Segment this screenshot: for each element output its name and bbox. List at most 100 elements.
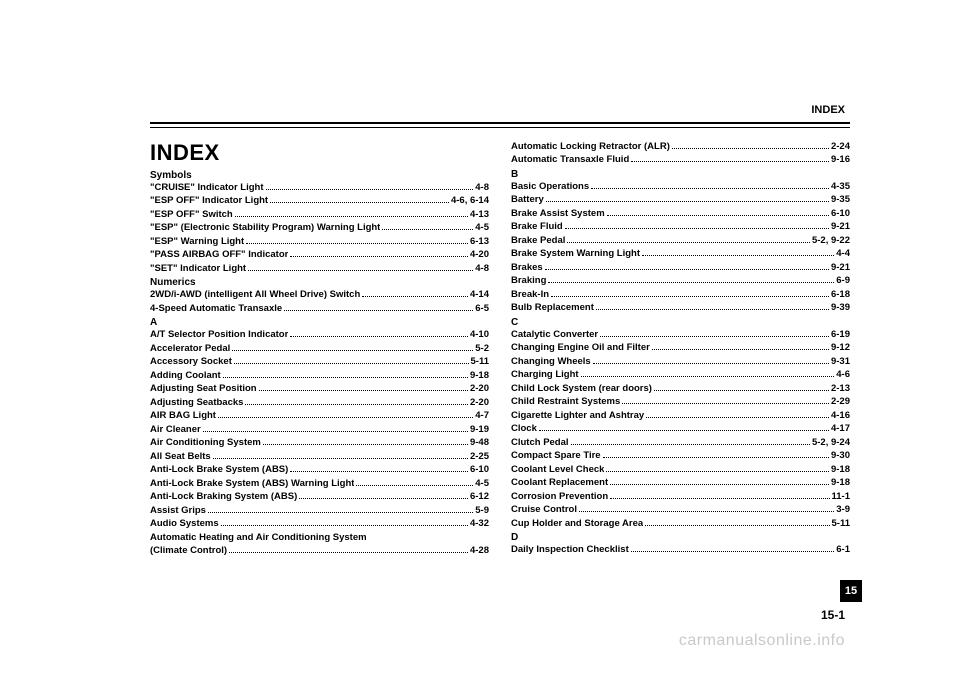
column-left: INDEX Symbols"CRUISE" Indicator Light4-8… [150, 140, 489, 618]
index-entry: Clock4-17 [511, 422, 850, 435]
entry-pages: 4-16 [831, 409, 850, 422]
leader-dots [382, 229, 473, 230]
leader-dots [203, 431, 468, 432]
index-entry: "ESP OFF" Switch4-13 [150, 208, 489, 221]
entry-pages: 4-28 [470, 544, 489, 557]
entry-label: "PASS AIRBAG OFF" Indicator [150, 248, 288, 261]
entry-pages: 9-18 [831, 463, 850, 476]
entry-pages: 2-25 [470, 450, 489, 463]
index-entry: Cruise Control3-9 [511, 503, 850, 516]
index-entry: Daily Inspection Checklist6-1 [511, 543, 850, 556]
entry-pages: 9-18 [831, 476, 850, 489]
index-entry: "ESP OFF" Indicator Light 4-6, 6-14 [150, 194, 489, 207]
entry-label: Compact Spare Tire [511, 449, 601, 462]
entry-label: Adding Coolant [150, 369, 221, 382]
entry-label: Coolant Level Check [511, 463, 604, 476]
entry-label: Brake System Warning Light [511, 247, 640, 260]
index-entry: Coolant Level Check 9-18 [511, 463, 850, 476]
entry-label: "ESP" Warning Light [150, 235, 244, 248]
index-entry: Brakes9-21 [511, 261, 850, 274]
entry-pages: 6-1 [836, 543, 850, 556]
index-entry: AIR BAG Light4-7 [150, 409, 489, 422]
entry-label: (Climate Control) [150, 544, 227, 557]
leader-dots [221, 525, 468, 526]
index-entry: Brake System Warning Light 4-4 [511, 247, 850, 260]
entry-pages: 2-29 [831, 395, 850, 408]
leader-dots [607, 215, 829, 216]
index-entry: Compact Spare Tire9-30 [511, 449, 850, 462]
entry-pages: 5-9 [475, 504, 489, 517]
top-rule [150, 122, 850, 128]
entry-label: Brake Pedal [511, 234, 565, 247]
index-entry: Adjusting Seatbacks2-20 [150, 396, 489, 409]
entry-label: Child Restraint Systems [511, 395, 620, 408]
index-entry: Clutch Pedal5-2, 9-24 [511, 436, 850, 449]
entry-label: Battery [511, 193, 544, 206]
entry-label: Break-In [511, 288, 549, 301]
entry-pages: 4-35 [831, 180, 850, 193]
entry-pages: 9-19 [470, 423, 489, 436]
leader-dots [235, 216, 468, 217]
leader-dots [259, 390, 468, 391]
leader-dots [246, 243, 468, 244]
entry-label: Catalytic Converter [511, 328, 598, 341]
index-entry: Automatic Locking Retractor (ALR)2-24 [511, 140, 850, 153]
leader-dots [622, 403, 829, 404]
entry-label: Cup Holder and Storage Area [511, 517, 643, 530]
entry-pages: 6-19 [831, 328, 850, 341]
section-heading: Numerics [150, 277, 489, 288]
leader-dots [299, 498, 468, 499]
index-entry: Brake Fluid9-21 [511, 220, 850, 233]
entry-label: Cigarette Lighter and Ashtray [511, 409, 644, 422]
column-right: Automatic Locking Retractor (ALR)2-24Aut… [511, 140, 850, 618]
index-entry: "SET" Indicator Light4-8 [150, 262, 489, 275]
entry-label: "ESP OFF" Indicator Light [150, 194, 268, 207]
entry-pages: 11-1 [832, 490, 851, 503]
index-entry: Brake Assist System6-10 [511, 207, 850, 220]
entry-pages: 5-2, 9-22 [812, 234, 850, 247]
entry-pages: 6-18 [831, 288, 850, 301]
entry-label: A/T Selector Position Indicator [150, 328, 288, 341]
entry-pages: 3-9 [836, 503, 850, 516]
entry-pages: 4-14 [470, 288, 489, 301]
entry-pages: 2-20 [470, 396, 489, 409]
entry-label: Child Lock System (rear doors) [511, 382, 652, 395]
leader-dots [610, 498, 829, 499]
leader-dots [631, 551, 835, 552]
section-heading: C [511, 317, 850, 328]
leader-dots [631, 161, 829, 162]
entry-label: Automatic Locking Retractor (ALR) [511, 140, 670, 153]
index-entry: Anti-Lock Brake System (ABS)6-10 [150, 463, 489, 476]
entry-label: Automatic Heating and Air Conditioning S… [150, 531, 489, 544]
index-title: INDEX [150, 140, 489, 166]
index-entry: Assist Grips5-9 [150, 504, 489, 517]
section-heading: B [511, 169, 850, 180]
section-heading: D [511, 532, 850, 543]
leader-dots [672, 148, 829, 149]
index-entry: "PASS AIRBAG OFF" Indicator4-20 [150, 248, 489, 261]
entry-label: Adjusting Seat Position [150, 382, 257, 395]
leader-dots [290, 256, 468, 257]
entry-label: "CRUISE" Indicator Light [150, 181, 264, 194]
leader-dots [652, 349, 829, 350]
leader-dots [551, 296, 829, 297]
index-entry: A/T Selector Position Indicator4-10 [150, 328, 489, 341]
entry-pages: 5-11 [471, 355, 490, 368]
entry-pages: 4-6 [836, 368, 850, 381]
entry-label: "SET" Indicator Light [150, 262, 246, 275]
entry-pages: 6-10 [470, 463, 489, 476]
leader-dots [603, 457, 829, 458]
entry-pages: 4-4 [836, 247, 850, 260]
entry-label: Clock [511, 422, 537, 435]
index-entry: Basic Operations4-35 [511, 180, 850, 193]
entry-label: Coolant Replacement [511, 476, 608, 489]
leader-dots [270, 202, 449, 203]
index-entry: Corrosion Prevention11-1 [511, 490, 850, 503]
entry-label: 4-Speed Automatic Transaxle [150, 302, 282, 315]
entry-label: Brakes [511, 261, 543, 274]
entry-pages: 6-5 [475, 302, 489, 315]
index-entry: Child Lock System (rear doors)2-13 [511, 382, 850, 395]
index-entry: "ESP" (Electronic Stability Program) War… [150, 221, 489, 234]
entry-pages: 4-6, 6-14 [451, 194, 489, 207]
entry-pages: 6-12 [470, 490, 489, 503]
